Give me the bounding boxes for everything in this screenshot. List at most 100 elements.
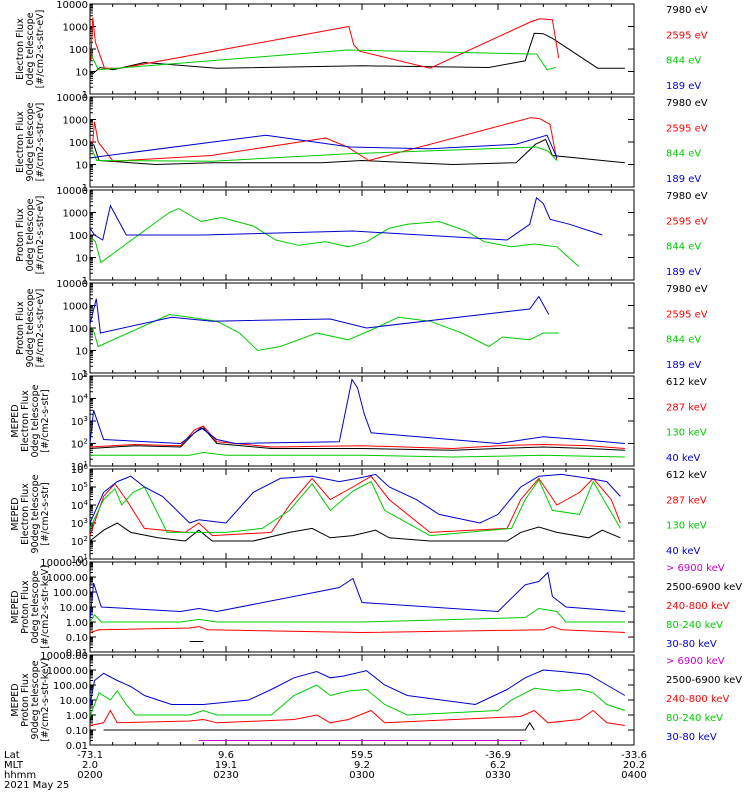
y-tick-label: 1 [82, 369, 88, 380]
legend-entry: 30-80 keV [666, 639, 717, 650]
x-tick-label: 6.2 [490, 760, 506, 771]
series-line-4-4 [89, 295, 550, 334]
legend-entry: 189 eV [666, 81, 701, 92]
y-tick-label: 1000.00 [47, 666, 88, 677]
series-line-1-3 [91, 49, 556, 71]
series-line-3-3 [90, 207, 580, 267]
y-tick-label: 105 [71, 370, 88, 383]
y-tick-label: 10 [75, 254, 88, 265]
legend-entry: 30-80 keV [666, 732, 717, 743]
panel-7: 0.010.101.0010.00100.001000.0010000.00ME… [10, 558, 742, 659]
y-axis-label: MEPED Proton Flux 90deg telescope [#/cm2-s-… [10, 658, 51, 742]
y-axis-label-line: 90deg telescope [30, 660, 41, 739]
series-line-6-4 [89, 473, 621, 524]
y-tick-label: 1000 [63, 209, 88, 220]
series-line-5-2 [89, 425, 625, 450]
y-axis-label-line: Electron Flux [20, 483, 31, 545]
y-tick-label: 10.00 [59, 696, 88, 707]
y-axis-label-line: Proton Flux [20, 580, 31, 634]
y-axis-label: MEPED Electron Flux 90deg telescope [#/cm2-… [10, 474, 51, 553]
series-line-2-2 [92, 117, 558, 162]
legend-entry: 189 eV [666, 174, 701, 185]
legend-entry: 844 eV [666, 335, 701, 346]
y-axis-label-line: 90deg telescope [30, 474, 41, 553]
y-axis-label-line: [#/cm2-s-str] [40, 389, 51, 452]
series-line-1-2 [90, 17, 560, 69]
panel-frame [89, 96, 635, 188]
y-tick-label: 100 [69, 45, 88, 56]
panel-8: 0.010.101.0010.00100.001000.0010000.00ME… [10, 651, 742, 752]
legend-entry: 612 keV [666, 377, 707, 388]
x-tick-label: 19.1 [215, 760, 237, 771]
legend-entry: 40 keV [666, 453, 700, 464]
x-tick-label: 20.2 [623, 760, 645, 771]
y-tick-label: 10000 [56, 0, 88, 11]
y-axis-label: MEPED Proton Flux 0deg telescope [#/cm2-s-s… [10, 565, 51, 649]
y-axis-label-line: 90deg telescope [25, 102, 36, 181]
series-line-4-3 [92, 313, 559, 352]
legend-entry: > 6900 keV [666, 656, 725, 667]
y-tick-label: 101 [71, 553, 88, 566]
legend-entry: 287 keV [666, 402, 707, 413]
legend-entry: 7980 eV [666, 5, 708, 16]
series-line-8-5 [89, 669, 626, 706]
x-row-label: Lat [4, 750, 20, 761]
legend-entry: 2595 eV [666, 123, 708, 134]
y-tick-label: 10000 [56, 279, 88, 290]
x-tick-label: 0400 [621, 770, 646, 781]
y-axis-label: Electron Flux 0deg telescope [#/cm2-s-str-… [15, 10, 46, 89]
panel-frame [89, 375, 635, 467]
y-tick-label: 10 [75, 347, 88, 358]
y-tick-label: 1.00 [66, 711, 88, 722]
y-tick-label: 10000 [56, 186, 88, 197]
legend-entry: 2595 eV [666, 30, 708, 41]
legend-entry: 80-240 keV [666, 620, 723, 631]
y-tick-label: 102 [71, 535, 88, 548]
legend-entry: 2595 eV [666, 309, 708, 320]
y-axis-label-line: [#/cm2-s-str-keV] [40, 658, 51, 742]
y-tick-label: 1 [82, 183, 88, 194]
y-tick-label: 104 [71, 393, 89, 406]
y-axis-label-line: [#/cm2-s-str-keV] [40, 565, 51, 649]
series-line-2-1 [93, 138, 625, 166]
y-tick-label: 10.00 [59, 603, 88, 614]
y-tick-label: 100 [69, 138, 88, 149]
legend-entry: 40 keV [666, 546, 700, 557]
series-line-6-1 [89, 522, 621, 542]
legend-entry: 130 keV [666, 521, 707, 532]
y-axis-label-line: 0deg telescope [30, 570, 41, 643]
y-tick-label: 1 [82, 90, 88, 101]
y-axis-label-line: [#/cm2-s-str-eV] [35, 10, 46, 89]
series-line-2-3 [92, 146, 558, 162]
series-line-6-2 [89, 475, 621, 537]
y-axis-label-line: Proton Flux [20, 673, 31, 727]
panel-5: 101 102 103 104 105 MEPED Electron Flux 0deg te… [10, 370, 707, 473]
panel-4: 1 10 100 1000 10000 Proton Flux 90deg telescop… [15, 279, 708, 380]
y-axis-label-line: 0deg telescope [30, 384, 41, 457]
legend-entry: 189 eV [666, 267, 701, 278]
y-tick-label: 100 [69, 324, 88, 335]
x-tick-label: 0230 [213, 770, 238, 781]
panel-3: 1 10 100 1000 10000 Proton Flux 0deg telescope… [15, 186, 708, 287]
y-axis-label: Proton Flux 0deg telescope [#/cm2-s-str-eV… [15, 196, 46, 275]
y-tick-label: 1000 [63, 302, 88, 313]
y-axis-label-line: 90deg telescope [25, 288, 36, 367]
y-tick-label: 0.10 [66, 726, 88, 737]
y-tick-label: 10000.00 [40, 558, 88, 569]
series-line-8-2 [103, 721, 535, 731]
legend-entry: 7980 eV [666, 284, 708, 295]
legend-entry: 240-800 keV [666, 694, 730, 705]
x-tick-label: 2.0 [82, 760, 98, 771]
y-tick-label: 1 [82, 276, 88, 287]
y-tick-label: 0.10 [66, 633, 88, 644]
x-tick-label: 0330 [485, 770, 510, 781]
x-tick-label: 59.5 [351, 750, 373, 761]
y-tick-label: 104 [71, 499, 89, 512]
y-tick-label: 10 [75, 161, 88, 172]
y-axis-label: Proton Flux 90deg telescope [#/cm2-s-str-e… [15, 288, 46, 367]
y-axis-label-line: MEPED [10, 404, 21, 437]
series-line-5-3 [90, 451, 625, 458]
y-axis-label-line: Electron Flux [20, 390, 31, 452]
series-line-8-4 [89, 684, 626, 717]
